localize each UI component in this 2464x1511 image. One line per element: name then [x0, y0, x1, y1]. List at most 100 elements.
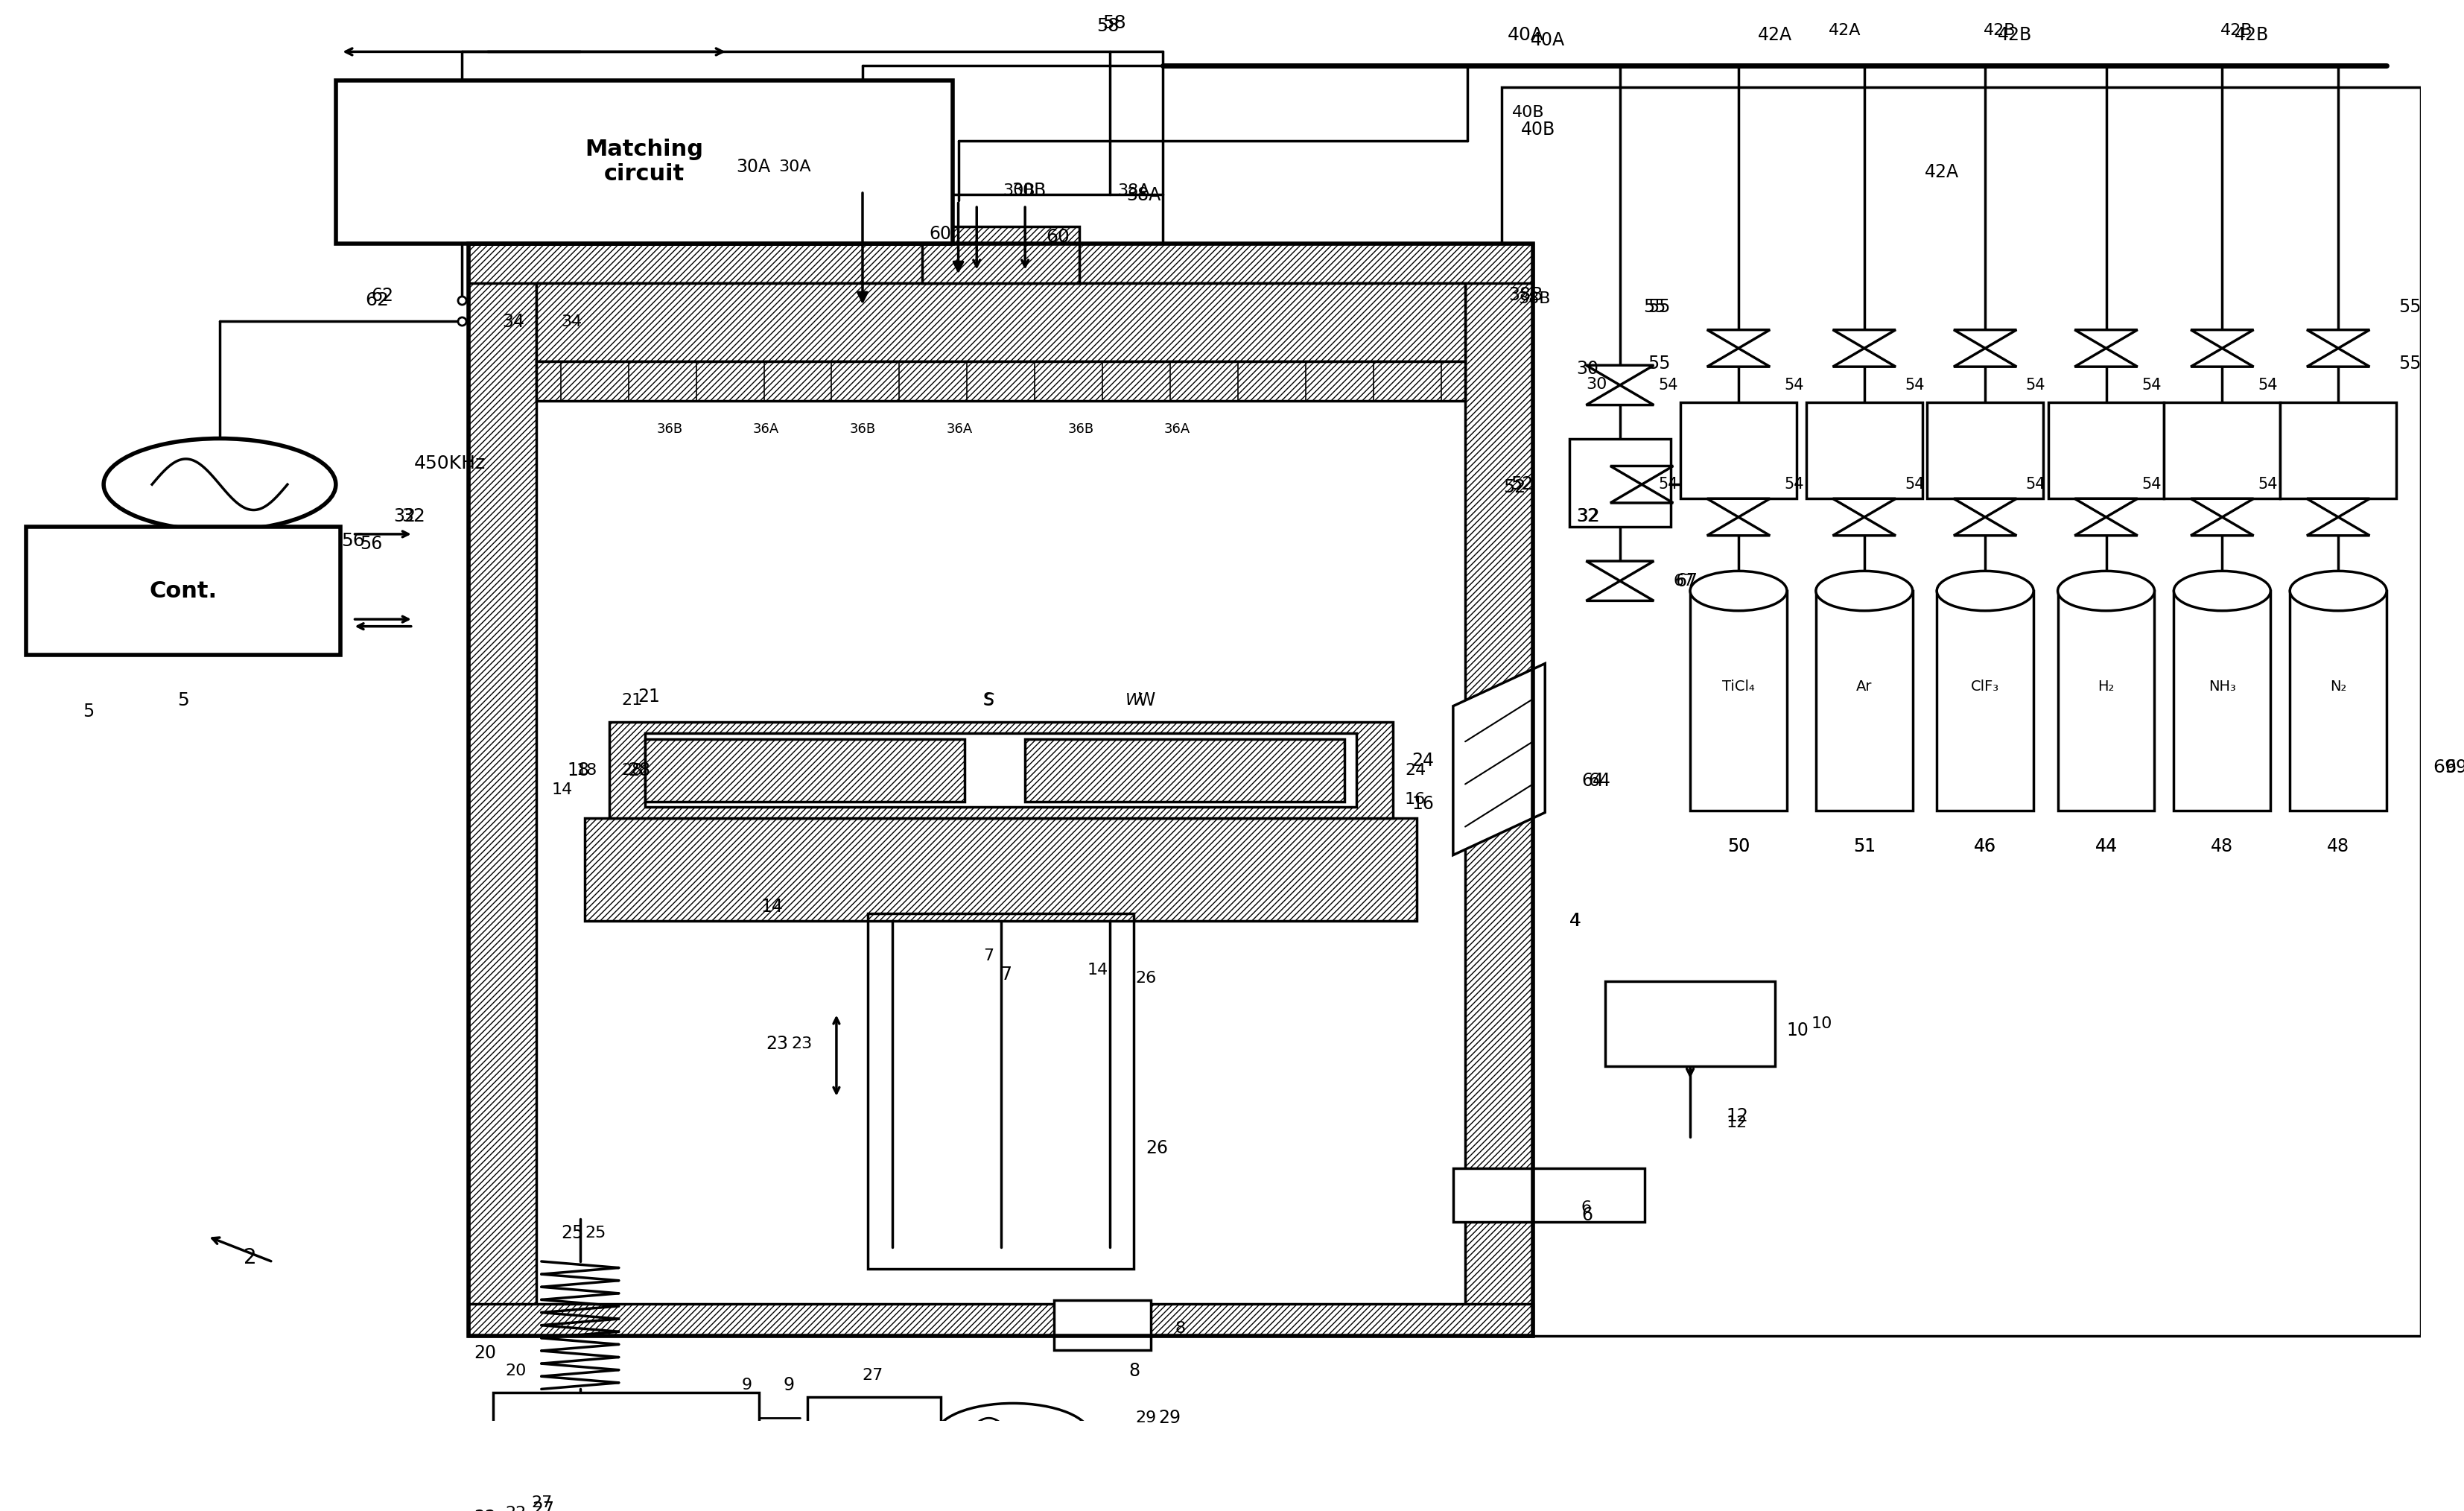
Polygon shape — [1611, 465, 1673, 485]
Bar — [1025, 739, 1345, 801]
Polygon shape — [1587, 385, 1653, 405]
Text: 42B: 42B — [1998, 26, 2033, 44]
Text: 22: 22 — [473, 1508, 495, 1511]
Text: 48: 48 — [2326, 837, 2351, 855]
Text: 27: 27 — [532, 1496, 552, 1509]
Bar — [335, 80, 954, 243]
Text: 42A: 42A — [1924, 163, 1959, 181]
Bar — [1927, 402, 2043, 499]
Text: 25: 25 — [562, 1224, 584, 1242]
Text: 7: 7 — [1000, 966, 1010, 984]
Polygon shape — [2075, 329, 2139, 348]
Text: 52: 52 — [1503, 479, 1525, 496]
Text: 54: 54 — [1658, 477, 1678, 493]
Text: 52: 52 — [1510, 476, 1533, 494]
Polygon shape — [1454, 663, 1545, 855]
Text: 54: 54 — [1784, 378, 1804, 393]
Polygon shape — [1708, 348, 1769, 367]
Text: 24: 24 — [1404, 763, 1427, 778]
Polygon shape — [1833, 499, 1895, 517]
Bar — [1806, 402, 1922, 499]
Text: 51: 51 — [1853, 837, 1875, 855]
Ellipse shape — [2057, 571, 2154, 610]
Text: 5: 5 — [177, 691, 190, 709]
Bar — [1466, 243, 1533, 1336]
Text: 54: 54 — [2025, 378, 2045, 393]
Text: 42B: 42B — [1984, 23, 2016, 38]
Polygon shape — [1954, 517, 2016, 535]
Ellipse shape — [2173, 571, 2269, 610]
Text: 27: 27 — [532, 1500, 554, 1511]
Bar — [2289, 591, 2388, 811]
Text: TiCl₄: TiCl₄ — [1722, 680, 1754, 694]
Ellipse shape — [1690, 571, 1786, 610]
Text: 38B: 38B — [1518, 292, 1550, 307]
Text: 54: 54 — [2141, 378, 2161, 393]
Polygon shape — [2306, 348, 2370, 367]
Text: 55: 55 — [1648, 355, 1671, 373]
Text: 12: 12 — [1727, 1108, 1749, 1124]
Bar — [1816, 591, 1912, 811]
Bar — [1937, 591, 2033, 811]
Text: 44: 44 — [2094, 837, 2117, 855]
Text: 67: 67 — [1673, 574, 1695, 588]
Text: 9: 9 — [784, 1377, 793, 1395]
Text: 28: 28 — [621, 763, 643, 778]
Text: 20: 20 — [505, 1364, 527, 1378]
Text: 30: 30 — [1577, 360, 1599, 378]
Text: 55: 55 — [2400, 298, 2422, 316]
Text: 20: 20 — [473, 1343, 495, 1361]
Text: 21: 21 — [638, 688, 660, 706]
Text: Matching
circuit: Matching circuit — [584, 139, 702, 184]
Polygon shape — [2190, 517, 2255, 535]
Text: 56: 56 — [340, 532, 365, 550]
Text: 36B: 36B — [655, 423, 683, 435]
Text: 62: 62 — [365, 292, 389, 308]
Polygon shape — [2190, 329, 2255, 348]
Text: 40A: 40A — [1508, 26, 1545, 44]
Ellipse shape — [2289, 571, 2388, 610]
Polygon shape — [2306, 517, 2370, 535]
Bar — [2057, 591, 2154, 811]
Text: 27: 27 — [862, 1367, 882, 1383]
Text: 38A: 38A — [1126, 186, 1161, 204]
Text: 5: 5 — [84, 703, 94, 721]
Polygon shape — [2190, 348, 2255, 367]
Text: 14: 14 — [1087, 963, 1109, 978]
Polygon shape — [1708, 517, 1769, 535]
Polygon shape — [2190, 499, 2255, 517]
Bar — [2173, 591, 2269, 811]
Bar — [468, 243, 1533, 283]
Text: 4: 4 — [1570, 911, 1579, 929]
Bar — [2163, 402, 2279, 499]
Text: 26: 26 — [1146, 1139, 1168, 1157]
Text: 26: 26 — [1136, 970, 1156, 985]
Text: N₂: N₂ — [2331, 680, 2346, 694]
Text: 54: 54 — [2257, 378, 2277, 393]
Text: 58: 58 — [1096, 17, 1119, 35]
Polygon shape — [1611, 485, 1673, 503]
Text: 64: 64 — [1589, 772, 1611, 790]
Polygon shape — [1708, 499, 1769, 517]
Text: 18: 18 — [567, 762, 589, 780]
Text: H₂: H₂ — [2097, 680, 2114, 694]
Text: 55: 55 — [1648, 298, 1671, 316]
Text: 38B: 38B — [1508, 286, 1542, 304]
Text: NH₃: NH₃ — [2208, 680, 2235, 694]
Ellipse shape — [103, 438, 335, 530]
Polygon shape — [1954, 348, 2016, 367]
Text: 54: 54 — [2141, 477, 2161, 493]
Bar — [646, 739, 963, 801]
Text: 36A: 36A — [754, 423, 779, 435]
Polygon shape — [2306, 329, 2370, 348]
Text: 32: 32 — [394, 508, 416, 526]
Text: Cont.: Cont. — [150, 580, 217, 601]
Text: 38A: 38A — [1119, 183, 1151, 198]
Polygon shape — [2075, 499, 2139, 517]
Text: 10: 10 — [1811, 1017, 1833, 1031]
Bar — [2279, 402, 2397, 499]
Text: 54: 54 — [1784, 477, 1804, 493]
Text: 30B: 30B — [1003, 183, 1035, 198]
Bar — [808, 1396, 941, 1475]
Text: 55: 55 — [1643, 298, 1666, 316]
